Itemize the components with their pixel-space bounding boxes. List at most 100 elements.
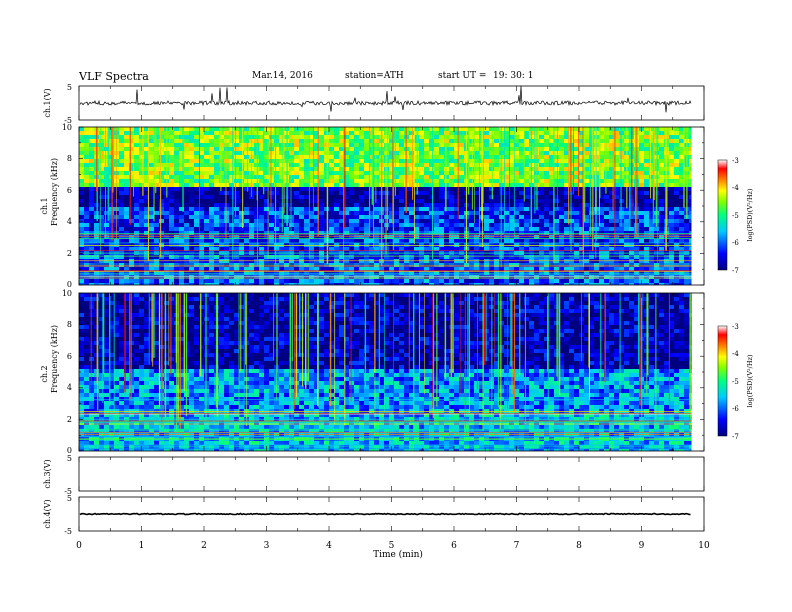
spectrogram-cell <box>399 283 405 285</box>
spectrogram-cell <box>434 171 440 176</box>
spectrogram-cell <box>439 283 445 285</box>
spectrogram-cell <box>434 215 440 220</box>
spectrogram-cell <box>354 147 360 152</box>
spectrogram-cell <box>219 155 225 160</box>
spectrogram-cell <box>194 139 200 144</box>
spectrogram-cell <box>459 239 465 244</box>
spectrogram-cell <box>359 167 365 172</box>
spectrogram-cell <box>319 151 325 156</box>
spectrogram-cell <box>544 151 550 156</box>
spectrogram-cell <box>204 283 210 285</box>
spectrogram-cell <box>469 199 475 204</box>
spectrogram-cell <box>494 171 500 176</box>
spectrogram-cell <box>159 147 165 152</box>
spectrogram-cell <box>474 223 480 228</box>
spectrogram-cell <box>174 255 180 260</box>
spectrogram-cell <box>184 183 190 188</box>
spectrogram-cell <box>619 159 625 164</box>
spectrogram-cell <box>279 235 285 240</box>
spectrogram-cell <box>489 139 495 144</box>
spectrogram-cell <box>154 223 160 228</box>
spectrogram-cell <box>229 135 235 140</box>
spectrogram-cell <box>119 163 125 168</box>
spectrogram-cell <box>449 131 455 136</box>
spectrogram-cell <box>179 127 185 132</box>
spectrogram-cell <box>649 275 655 280</box>
spectrogram-cell <box>644 227 650 232</box>
spectrogram-cell <box>144 219 150 224</box>
spectrogram-cell <box>654 259 660 264</box>
spectrogram-cell <box>604 267 610 272</box>
spectrogram-cell <box>609 199 615 204</box>
spectrogram-cell <box>419 167 425 172</box>
spectrogram-cell <box>564 199 570 204</box>
spectrogram-cell <box>674 179 680 184</box>
spectrogram-cell <box>319 143 325 148</box>
spectrogram-cell <box>584 263 590 268</box>
spectrogram-cell <box>424 183 430 188</box>
spectrogram-cell <box>124 155 130 160</box>
spectrogram-cell <box>529 283 535 285</box>
spectrogram-cell <box>279 199 285 204</box>
spectrogram-cell <box>434 147 440 152</box>
spectrogram-cell <box>549 187 555 192</box>
spectrogram-cell <box>464 267 470 272</box>
spectrogram-cell <box>449 267 455 272</box>
spectrogram-cell <box>309 171 315 176</box>
spectrogram-cell <box>554 211 560 216</box>
spectrogram-cell <box>649 195 655 200</box>
spectrogram-cell <box>409 235 415 240</box>
spectrogram-cell <box>89 227 95 232</box>
spectrogram-cell <box>574 171 580 176</box>
spectrogram-cell <box>264 207 270 212</box>
spectrogram-cell <box>164 207 170 212</box>
spectrogram-cell <box>529 227 535 232</box>
spectrogram-cell <box>609 127 615 132</box>
spectrogram-cell <box>199 211 205 216</box>
spectrogram-cell <box>679 227 685 232</box>
spectrogram-cell <box>169 151 175 156</box>
spectrogram-cell <box>199 215 205 220</box>
spectrogram-cell <box>104 151 110 156</box>
spectrogram-cell <box>169 207 175 212</box>
spectrogram-cell <box>429 223 435 228</box>
spectrogram-cell <box>209 183 215 188</box>
spectrogram-cell <box>189 263 195 268</box>
spectrogram-cell <box>564 247 570 252</box>
spectrogram-cell <box>659 183 665 188</box>
spectrogram-cell <box>509 255 515 260</box>
spectrogram-cell <box>644 147 650 152</box>
spectrogram-cell <box>134 227 140 232</box>
spectrogram-cell <box>394 283 400 285</box>
spectrogram-cell <box>569 199 575 204</box>
spectrogram-cell <box>254 203 260 208</box>
spectrogram-cell <box>579 131 585 136</box>
spectrogram-cell <box>214 187 220 192</box>
spectrogram-cell <box>684 227 690 232</box>
spectrogram-cell <box>119 267 125 272</box>
spectrogram-cell <box>439 267 445 272</box>
spectrogram-cell <box>569 207 575 212</box>
spectrogram-cell <box>214 239 220 244</box>
spectrogram-cell <box>234 155 240 160</box>
spectrogram-cell <box>194 179 200 184</box>
spectrogram-cell <box>594 255 600 260</box>
spectrogram-cell <box>189 247 195 252</box>
spectrogram-cell <box>569 227 575 232</box>
spectrogram-cell <box>104 259 110 264</box>
spectrogram-cell <box>184 143 190 148</box>
spectrogram-cell <box>484 255 490 260</box>
spectrogram-cell <box>494 263 500 268</box>
spectrogram-cell <box>584 191 590 196</box>
spectrogram-cell <box>169 131 175 136</box>
spectrogram-cell <box>394 199 400 204</box>
spectrogram-cell <box>359 155 365 160</box>
spectrogram-cell <box>149 215 155 220</box>
spectrogram-cell <box>634 255 640 260</box>
spectrogram-cell <box>534 211 540 216</box>
spectrogram-cell <box>444 279 450 284</box>
spectrogram-cell <box>394 191 400 196</box>
spectrogram-cell <box>409 147 415 152</box>
spectrogram-cell <box>264 239 270 244</box>
spectrogram-cell <box>339 203 345 208</box>
